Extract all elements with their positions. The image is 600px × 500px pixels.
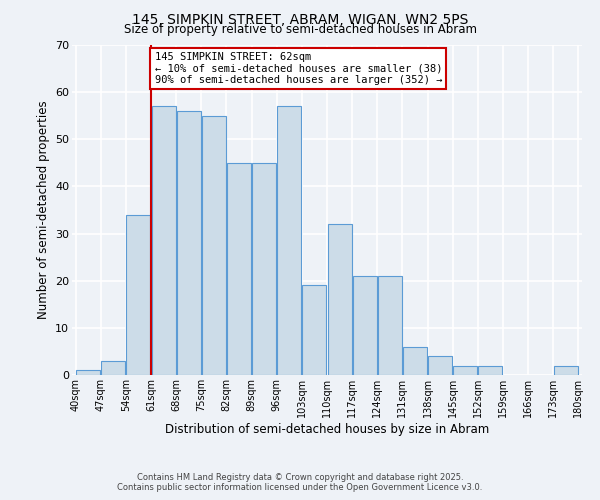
Bar bbox=[152, 106, 176, 375]
Bar bbox=[428, 356, 452, 375]
X-axis label: Distribution of semi-detached houses by size in Abram: Distribution of semi-detached houses by … bbox=[165, 422, 489, 436]
Bar bbox=[227, 163, 251, 375]
Text: Contains HM Land Registry data © Crown copyright and database right 2025.
Contai: Contains HM Land Registry data © Crown c… bbox=[118, 473, 482, 492]
Bar bbox=[353, 276, 377, 375]
Bar bbox=[328, 224, 352, 375]
Bar bbox=[478, 366, 502, 375]
Bar bbox=[302, 286, 326, 375]
Bar bbox=[453, 366, 478, 375]
Bar bbox=[378, 276, 402, 375]
Bar bbox=[277, 106, 301, 375]
Text: 145, SIMPKIN STREET, ABRAM, WIGAN, WN2 5PS: 145, SIMPKIN STREET, ABRAM, WIGAN, WN2 5… bbox=[132, 12, 468, 26]
Bar bbox=[403, 346, 427, 375]
Bar bbox=[76, 370, 100, 375]
Text: 145 SIMPKIN STREET: 62sqm
← 10% of semi-detached houses are smaller (38)
90% of : 145 SIMPKIN STREET: 62sqm ← 10% of semi-… bbox=[155, 52, 442, 86]
Y-axis label: Number of semi-detached properties: Number of semi-detached properties bbox=[37, 100, 50, 320]
Bar bbox=[202, 116, 226, 375]
Bar bbox=[554, 366, 578, 375]
Text: Size of property relative to semi-detached houses in Abram: Size of property relative to semi-detach… bbox=[124, 22, 476, 36]
Bar bbox=[252, 163, 276, 375]
Bar bbox=[176, 111, 201, 375]
Bar bbox=[127, 214, 151, 375]
Bar bbox=[101, 361, 125, 375]
